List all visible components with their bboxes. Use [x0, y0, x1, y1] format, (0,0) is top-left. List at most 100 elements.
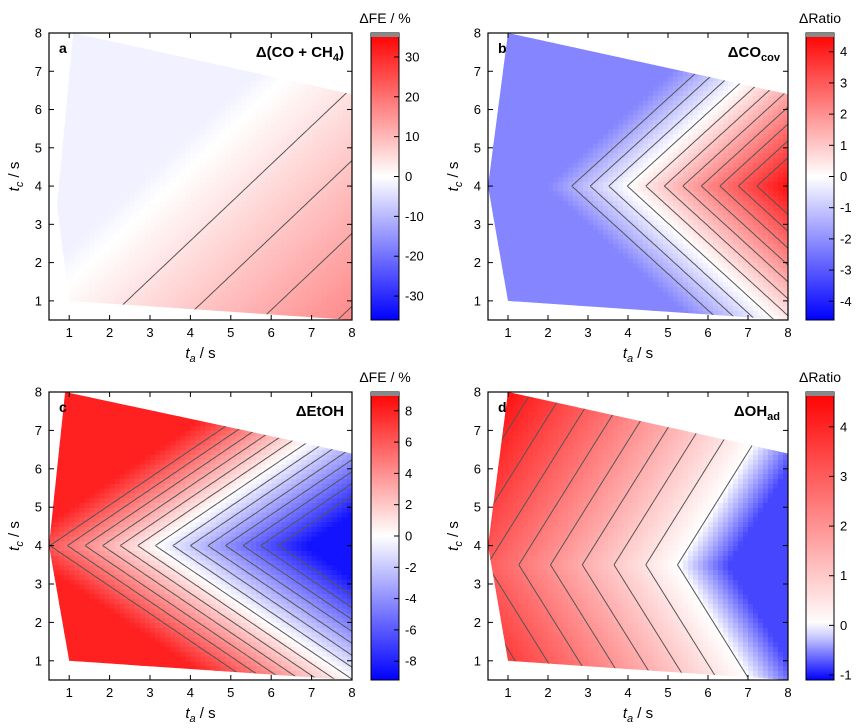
- heat-cell: [210, 286, 217, 292]
- heat-cell: [89, 80, 96, 87]
- heat-cell: [49, 306, 55, 311]
- heat-cell: [336, 143, 343, 149]
- heat-cell: [768, 286, 774, 292]
- heat-cell: [79, 181, 85, 187]
- heat-cell: [678, 272, 684, 278]
- heat-cell: [563, 296, 569, 302]
- heat-cell: [205, 52, 212, 58]
- heat-cell: [618, 233, 624, 240]
- heat-cell: [144, 214, 151, 221]
- heat-cell: [144, 162, 151, 168]
- heat-cell: [225, 305, 232, 312]
- heat-cell: [84, 80, 90, 87]
- heat-cell: [341, 61, 348, 68]
- heat-cell: [144, 257, 151, 264]
- heat-cell: [643, 243, 649, 249]
- heat-cell: [633, 276, 639, 283]
- heat-cell: [673, 224, 679, 230]
- heat-cell: [286, 243, 292, 249]
- heat-cell: [538, 262, 544, 268]
- heat-cell: [306, 305, 313, 312]
- heat-cell: [301, 243, 308, 249]
- heat-cell: [593, 257, 599, 264]
- heat-cell: [230, 186, 237, 192]
- heat-cell: [778, 310, 784, 316]
- heat-cell: [245, 238, 252, 245]
- heat-cell: [220, 286, 227, 292]
- heat-cell: [528, 248, 534, 254]
- heat-cell: [493, 291, 499, 297]
- heat-cell: [160, 162, 166, 168]
- heat-cell: [713, 286, 719, 292]
- heat-cell: [261, 123, 267, 130]
- heat-cell: [508, 243, 514, 249]
- heat-cell: [588, 257, 594, 264]
- heat-cell: [291, 37, 298, 44]
- heat-cell: [653, 238, 659, 245]
- heat-cell: [114, 152, 121, 158]
- heat-cell: [261, 166, 267, 173]
- x-tick-label: 6: [268, 325, 275, 340]
- heat-cell: [89, 300, 96, 307]
- heat-cell: [160, 76, 166, 82]
- heat-cell: [563, 305, 569, 312]
- heat-cell: [543, 276, 549, 283]
- heat-cell: [175, 104, 181, 111]
- heat-cell: [271, 181, 277, 187]
- heat-cell: [180, 128, 186, 135]
- heat-cell: [94, 52, 101, 58]
- heat-cell: [57, 276, 60, 283]
- heat-cell: [326, 37, 333, 44]
- heat-cell: [683, 248, 689, 254]
- heat-cell: [190, 42, 197, 48]
- heat-cell: [713, 224, 719, 230]
- heat-cell: [99, 123, 106, 130]
- heat-cell: [251, 195, 257, 202]
- heat-cell: [316, 166, 323, 173]
- heat-cell: [94, 248, 101, 254]
- heat-cell: [613, 276, 619, 283]
- heat-cell: [84, 310, 90, 316]
- heat-cell: [104, 123, 111, 130]
- heat-cell: [638, 281, 644, 288]
- heat-cell: [220, 296, 227, 302]
- heat-cell: [336, 37, 343, 44]
- heat-cell: [658, 229, 664, 235]
- heat-cell: [763, 310, 769, 316]
- heat-cell: [718, 238, 724, 245]
- heat-cell: [240, 186, 247, 192]
- heat-cell: [643, 262, 649, 268]
- heat-cell: [49, 86, 55, 91]
- heat-cell: [134, 37, 141, 44]
- heat-cell: [738, 291, 744, 297]
- heat-cell: [225, 109, 232, 115]
- heat-cell: [518, 291, 524, 297]
- heat-cell: [49, 191, 55, 196]
- heat-cell: [165, 109, 171, 115]
- heat-cell: [160, 300, 166, 307]
- heat-cell: [558, 291, 564, 297]
- heat-cell: [180, 205, 186, 211]
- heat-cell: [104, 291, 111, 297]
- heat-cell: [160, 133, 166, 139]
- heat-cell: [628, 219, 634, 225]
- heat-cell: [114, 90, 121, 96]
- heat-cell: [748, 276, 754, 283]
- heat-cell: [240, 286, 247, 292]
- heat-cell: [301, 166, 308, 173]
- heat-cell: [124, 296, 131, 302]
- heat-cell: [235, 305, 242, 312]
- heat-cell: [139, 61, 146, 68]
- heat-cell: [316, 162, 323, 168]
- heat-cell: [316, 195, 323, 202]
- heat-cell: [185, 90, 191, 96]
- heat-cell: [69, 99, 75, 106]
- heat-cell: [266, 238, 272, 245]
- heat-cell: [69, 95, 75, 101]
- heat-cell: [150, 219, 156, 225]
- heat-cell: [109, 157, 116, 163]
- heat-cell: [498, 229, 504, 235]
- heat-cell: [326, 305, 333, 312]
- heat-cell: [331, 162, 338, 168]
- heat-cell: [633, 257, 639, 264]
